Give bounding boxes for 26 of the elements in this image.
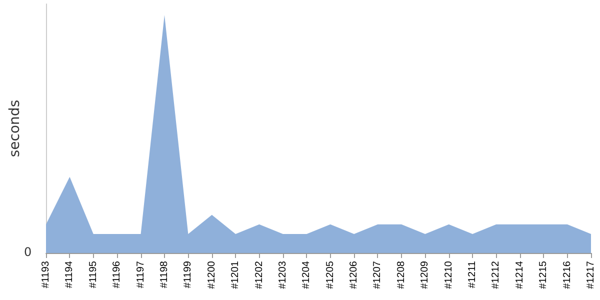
- x-tick-label: #1211: [467, 260, 478, 288]
- x-tick-label: #1203: [277, 260, 288, 289]
- x-tick-label: #1208: [396, 260, 407, 289]
- x-tick-label: #1217: [586, 260, 596, 289]
- x-tick-label: #1204: [301, 260, 312, 289]
- x-tick-label: #1196: [112, 260, 123, 288]
- x-tick-label: #1195: [88, 260, 99, 288]
- x-tick-label: #1215: [538, 260, 550, 289]
- x-tick-label: #1205: [324, 260, 336, 289]
- x-tick-label: #1193: [40, 260, 52, 288]
- x-tick-label: #1210: [443, 260, 454, 289]
- x-tick-label: #1214: [514, 260, 526, 289]
- x-tick-label: #1202: [254, 260, 265, 289]
- text: 0: [24, 245, 32, 259]
- x-tick-label: #1198: [158, 260, 170, 288]
- x-tick-label: #1197: [135, 260, 146, 288]
- x-tick-label: #1194: [64, 260, 76, 288]
- x-tick-label: #1201: [230, 260, 242, 289]
- x-tick-label: #1207: [372, 260, 384, 289]
- x-tick-label: #1209: [420, 260, 431, 289]
- x-tick-label: #1216: [562, 260, 573, 289]
- x-tick-label: #1199: [182, 260, 194, 288]
- x-tick-label: #1200: [206, 260, 218, 289]
- x-tick-label: #1212: [490, 260, 502, 289]
- x-tick-label: #1206: [348, 260, 360, 289]
- y-axis-title: seconds: [7, 100, 23, 158]
